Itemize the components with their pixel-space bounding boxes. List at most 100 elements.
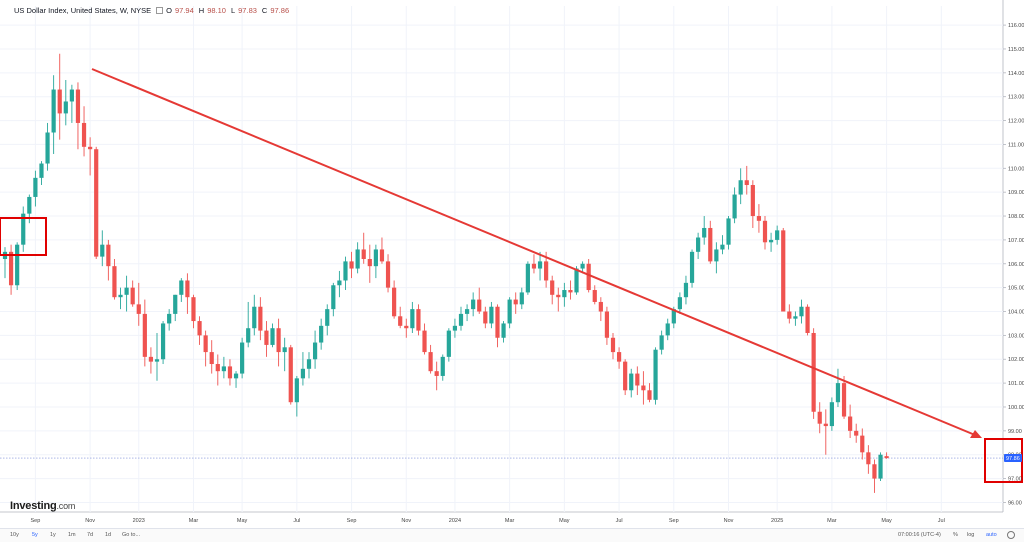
y-tick-label: 112.00	[1008, 119, 1024, 125]
settings-icon[interactable]	[156, 7, 164, 14]
gear-icon[interactable]	[1007, 531, 1015, 539]
candle-body	[379, 249, 385, 262]
candle-body	[100, 244, 105, 257]
candle	[185, 273, 190, 314]
range-7d[interactable]: 7d	[87, 532, 94, 538]
candle-body	[544, 261, 549, 281]
close-label: C	[261, 6, 268, 15]
y-tick-label: 106.00	[1008, 262, 1024, 268]
symbol-title: US Dollar Index, United States, W, NYSE	[14, 6, 152, 15]
candle-body	[762, 220, 768, 243]
candle-body	[319, 325, 324, 343]
candle	[477, 287, 482, 314]
chart-grid	[0, 0, 1004, 513]
candle-body	[81, 122, 87, 147]
y-tick-label: 97.00	[1008, 477, 1022, 483]
candle	[404, 318, 409, 338]
candle-body	[610, 337, 616, 353]
candle-body	[464, 309, 470, 314]
x-tick-label: Jul	[293, 518, 300, 524]
candle-body	[215, 364, 220, 372]
candle-body	[592, 290, 597, 302]
price-chart[interactable]: 96.0097.0098.0099.00100.00101.00102.0010…	[0, 0, 1024, 528]
x-tick-label: Nov	[401, 518, 411, 524]
candle	[835, 368, 841, 407]
log-toggle[interactable]: log	[967, 532, 975, 538]
x-tick-label: Nov	[85, 518, 95, 524]
candle	[884, 452, 889, 459]
candle-body	[337, 280, 342, 286]
candle-body	[300, 368, 306, 379]
range-1d[interactable]: 1d	[105, 532, 112, 538]
candle	[63, 79, 68, 126]
candle	[750, 180, 755, 228]
auto-toggle[interactable]: auto	[986, 532, 997, 538]
candle-body	[367, 259, 372, 267]
candle-body	[726, 218, 731, 245]
candle	[349, 251, 354, 279]
candle	[343, 256, 348, 291]
candle	[361, 232, 366, 264]
candle-body	[373, 249, 378, 267]
range-10y[interactable]: 10y	[10, 532, 19, 538]
percent-toggle[interactable]: %	[953, 532, 958, 538]
candle	[179, 278, 184, 302]
candle	[100, 230, 105, 267]
candle-body	[94, 149, 99, 257]
x-tick-label: 2023	[133, 518, 145, 524]
range-5y[interactable]: 5y	[32, 532, 38, 538]
goto-button[interactable]: Go to...	[122, 532, 141, 538]
candle-body	[756, 216, 762, 221]
candle-body	[428, 352, 433, 372]
range-1y[interactable]: 1y	[50, 532, 56, 538]
close-value: 97.86	[270, 6, 290, 15]
candle-body	[130, 287, 135, 305]
candle-body	[604, 311, 610, 338]
candle-body	[866, 452, 871, 465]
candle	[720, 235, 725, 255]
candle-body	[550, 280, 555, 295]
candle	[306, 352, 312, 379]
candle-body	[39, 163, 44, 178]
candle	[142, 299, 147, 367]
candle	[513, 292, 518, 314]
open-label: O	[166, 6, 172, 15]
candle-body	[306, 359, 312, 369]
candle	[57, 53, 62, 140]
open-value: 97.94	[174, 6, 194, 15]
trendline	[91, 68, 976, 436]
candle	[556, 287, 561, 312]
candle	[81, 106, 87, 157]
y-tick-label: 116.00	[1008, 23, 1024, 29]
trendline-arrowhead	[970, 430, 982, 438]
range-1m[interactable]: 1m	[68, 532, 76, 538]
candle	[598, 297, 603, 322]
candle-body	[848, 416, 853, 431]
logo-text: Investing	[10, 500, 57, 512]
candle-body	[878, 454, 883, 479]
x-tick-label: Sep	[31, 518, 41, 524]
candle	[568, 280, 573, 300]
candle-body	[452, 325, 458, 331]
candle-body	[580, 263, 585, 269]
candle	[331, 282, 336, 317]
candle-body	[653, 349, 658, 400]
candle-body	[422, 330, 427, 353]
y-tick-label: 99.00	[1008, 429, 1022, 435]
candle-body	[568, 290, 573, 293]
x-tick-label: Nov	[724, 518, 734, 524]
highlight-box-left	[0, 217, 47, 256]
candle	[221, 356, 226, 379]
x-tick-label: May	[881, 518, 892, 524]
candle-body	[246, 328, 251, 343]
candle-body	[8, 251, 14, 286]
legend-header: US Dollar Index, United States, W, NYSE …	[14, 6, 291, 15]
candle	[866, 445, 871, 474]
candle-body	[440, 356, 445, 376]
candle-body	[768, 239, 774, 243]
candle-body	[112, 266, 117, 298]
candle	[288, 344, 293, 405]
y-tick-label: 104.00	[1008, 310, 1024, 316]
candle	[519, 287, 524, 310]
y-tick-label: 101.00	[1008, 381, 1024, 387]
